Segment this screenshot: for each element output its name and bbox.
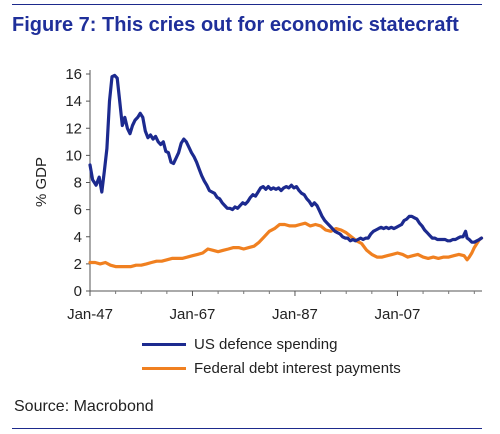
series-lines xyxy=(88,73,484,269)
top-rule xyxy=(12,4,482,5)
axes xyxy=(86,70,482,296)
tick-labels: 0 2 4 6 8 10 12 14 16 Jan-47 Jan-67 Jan-87 Jan-07 xyxy=(65,66,420,323)
x-tick-label: Jan-67 xyxy=(170,306,216,323)
figure-title: Figure 7: This cries out for economic st… xyxy=(12,14,459,36)
y-tick-label: 14 xyxy=(65,93,82,110)
legend-item-defence: US defence spending xyxy=(142,334,337,354)
y-tick-label: 6 xyxy=(74,202,82,219)
y-tick-label: 2 xyxy=(74,256,82,273)
source-note: Source: Macrobond xyxy=(14,398,154,415)
y-axis-label: % GDP xyxy=(33,157,50,207)
y-tick-label: 16 xyxy=(65,66,82,83)
legend-label-interest: Federal debt interest payments xyxy=(194,359,401,377)
legend-item-interest: Federal debt interest payments xyxy=(142,358,401,378)
y-tick-label: 0 xyxy=(74,283,82,300)
x-tick-label: Jan-87 xyxy=(272,306,318,323)
bottom-rule xyxy=(12,428,482,429)
x-tick-label: Jan-07 xyxy=(375,306,421,323)
series-line-defence xyxy=(88,73,484,244)
x-tick-label: Jan-47 xyxy=(67,306,113,323)
y-tick-label: 8 xyxy=(74,175,82,192)
y-tick-label: 10 xyxy=(65,147,82,164)
legend-swatch-interest xyxy=(142,366,186,370)
y-tick-label: 12 xyxy=(65,120,82,137)
legend-swatch-defence xyxy=(142,342,186,346)
series-line-interest xyxy=(88,221,484,269)
y-tick-label: 4 xyxy=(74,229,82,246)
legend-label-defence: US defence spending xyxy=(194,335,338,353)
